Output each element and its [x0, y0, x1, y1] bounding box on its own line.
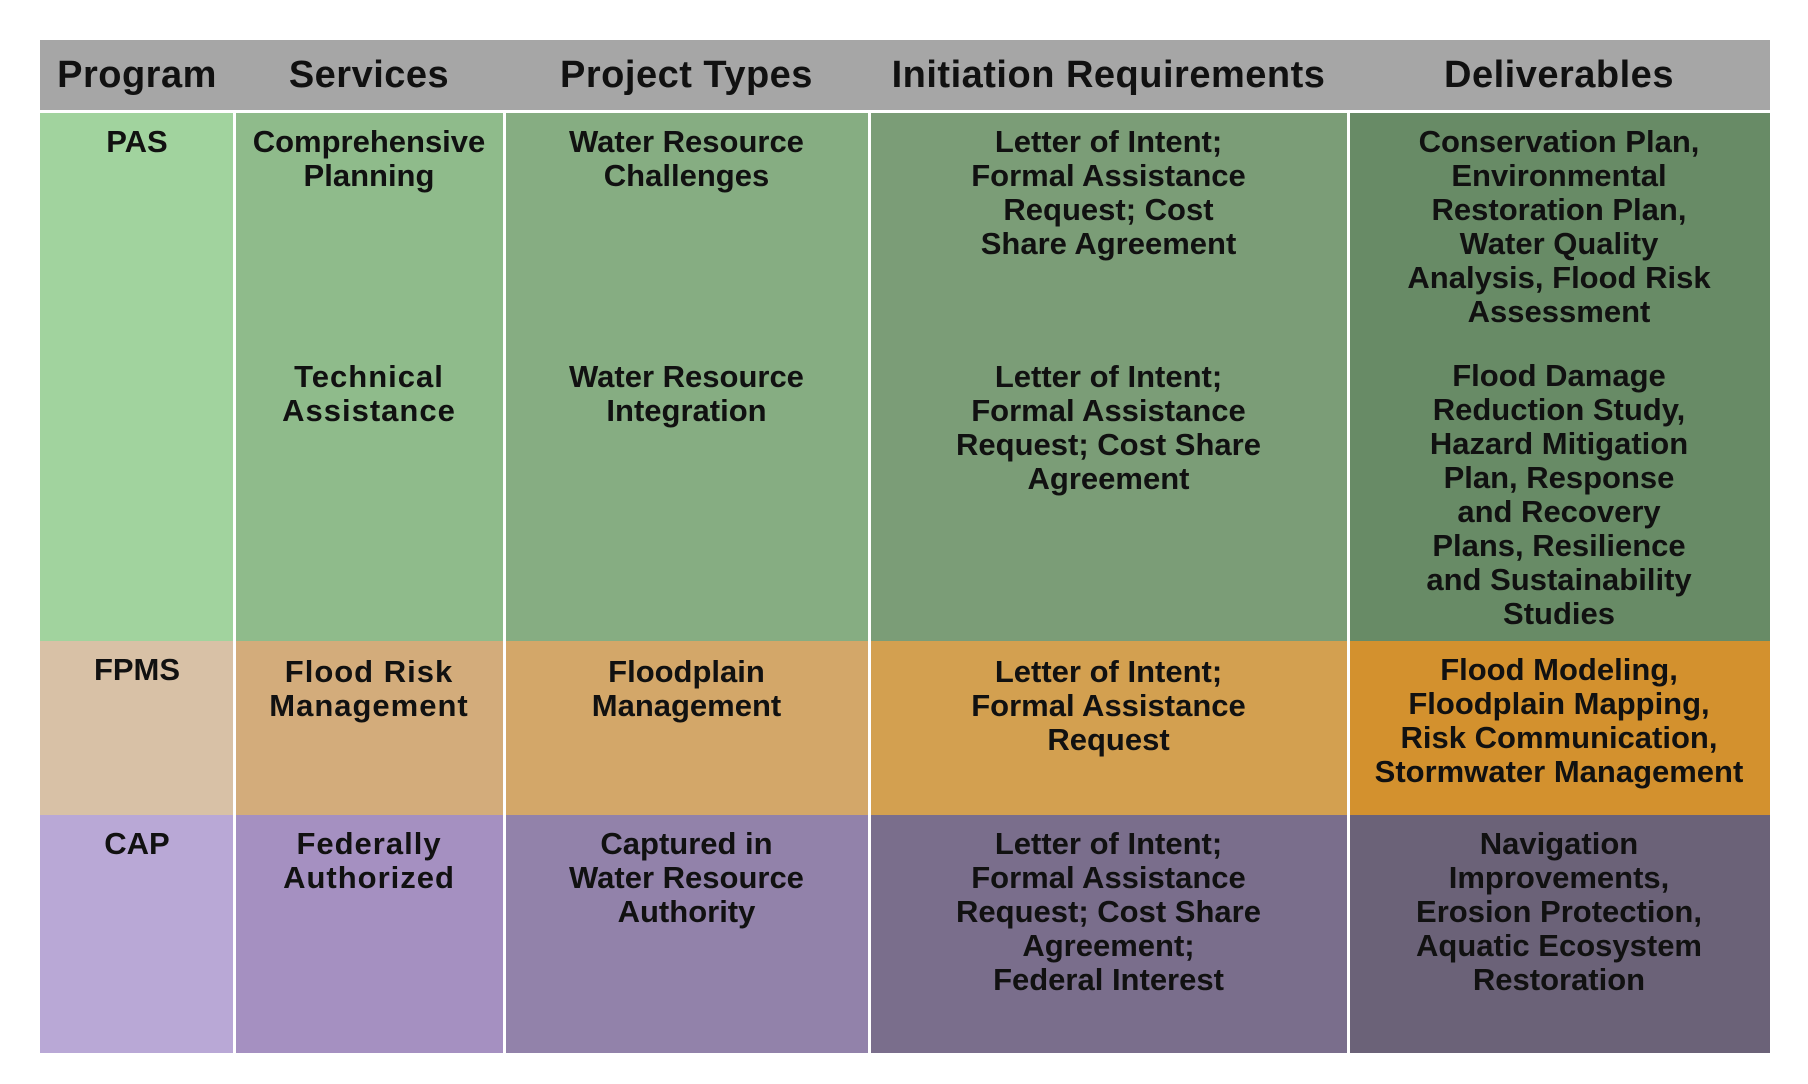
initiation-text: Letter of Intent; Formal Assistance Requ…	[971, 654, 1246, 757]
initiation-text: Letter of Intent; Formal Assistance Requ…	[971, 124, 1246, 261]
services-text: Federally Authorized	[283, 826, 455, 895]
deliverables-text: Conservation Plan, Environmental Restora…	[1407, 124, 1711, 329]
fpms-initiation-cell: Letter of Intent; Formal Assistance Requ…	[869, 641, 1348, 815]
services-text: Technical Assistance	[282, 359, 456, 428]
cap-services-cell: Federally Authorized	[234, 815, 504, 1053]
cap-initiation-cell: Letter of Intent; Formal Assistance Requ…	[869, 815, 1348, 1053]
program-label: PAS	[106, 124, 168, 159]
initiation-text: Letter of Intent; Formal Assistance Requ…	[956, 359, 1261, 496]
program-comparison-table: Program Services Project Types Initiatio…	[40, 40, 1770, 1053]
column-divider	[868, 113, 871, 1053]
cap-deliverables-cell: Navigation Improvements, Erosion Protect…	[1348, 815, 1770, 1053]
table-header-row: Program Services Project Types Initiatio…	[40, 40, 1770, 110]
column-divider	[1347, 113, 1350, 1053]
project-types-text: Water Resource Integration	[569, 359, 804, 428]
deliverables-text: Flood Modeling, Floodplain Mapping, Risk…	[1374, 652, 1744, 789]
program-label: CAP	[104, 826, 170, 861]
column-divider	[233, 113, 236, 1053]
project-types-text: Floodplain Management	[591, 654, 782, 723]
header-deliverables: Deliverables	[1444, 53, 1674, 96]
header-initiation-requirements: Initiation Requirements	[891, 53, 1326, 96]
project-types-text: Captured in Water Resource Authority	[569, 826, 804, 929]
initiation-text: Letter of Intent; Formal Assistance Requ…	[956, 826, 1261, 997]
deliverables-text: Navigation Improvements, Erosion Protect…	[1416, 826, 1702, 997]
header-divider	[40, 110, 1770, 113]
project-types-text: Water Resource Challenges	[569, 124, 804, 193]
pas-initiation-cell: Letter of Intent; Formal Assistance Requ…	[869, 113, 1348, 641]
cap-program-cell: CAP	[40, 815, 234, 1053]
column-divider	[503, 113, 506, 1053]
fpms-deliverables-cell: Flood Modeling, Floodplain Mapping, Risk…	[1348, 641, 1770, 815]
pas-program-cell: PAS	[40, 113, 234, 641]
services-text: Comprehensive Planning	[252, 124, 486, 193]
fpms-program-cell: FPMS	[40, 641, 234, 815]
header-project-types: Project Types	[560, 53, 813, 96]
deliverables-text: Flood Damage Reduction Study, Hazard Mit…	[1426, 358, 1692, 631]
services-text: Flood Risk Management	[269, 654, 469, 723]
pas-deliverables-cell: Conservation Plan, Environmental Restora…	[1348, 113, 1770, 641]
pas-services-cell: Comprehensive Planning Technical Assista…	[234, 113, 504, 641]
header-program: Program	[57, 53, 217, 96]
fpms-project-types-cell: Floodplain Management	[504, 641, 869, 815]
header-services: Services	[288, 53, 450, 96]
cap-project-types-cell: Captured in Water Resource Authority	[504, 815, 869, 1053]
program-label: FPMS	[93, 652, 181, 687]
pas-project-types-cell: Water Resource Challenges Water Resource…	[504, 113, 869, 641]
fpms-services-cell: Flood Risk Management	[234, 641, 504, 815]
